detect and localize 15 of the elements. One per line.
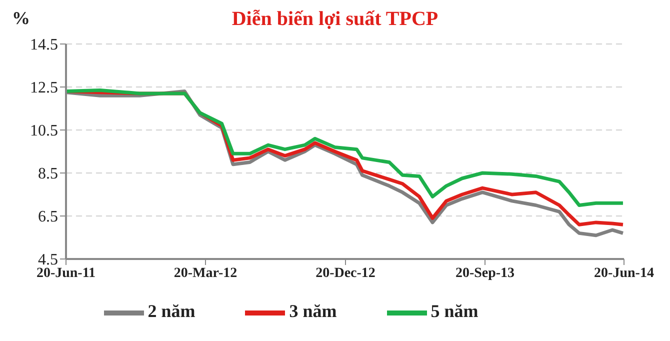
line-series	[66, 88, 624, 207]
x-tick-label: 20-Mar-12	[174, 266, 238, 281]
x-tick-label: 20-Dec-12	[316, 266, 376, 281]
y-tick-label: 6.5	[38, 208, 58, 226]
y-tick-label: 8.5	[38, 166, 58, 183]
x-tick-label: 20-Sep-13	[455, 266, 515, 281]
y-tick-label: 10.5	[30, 122, 58, 140]
chart-title: Diễn biến lợi suất TPCP	[232, 8, 438, 30]
y-tick-label: 12.5	[30, 80, 58, 97]
x-tick-label: 20-Jun-14	[594, 266, 654, 281]
legend-label: 3 năm	[289, 301, 337, 322]
y-axis-title: %	[12, 8, 30, 29]
legend-label: 5 năm	[430, 301, 478, 322]
y-tick-label: 14.5	[30, 36, 58, 54]
legend-label: 2 năm	[148, 301, 196, 322]
